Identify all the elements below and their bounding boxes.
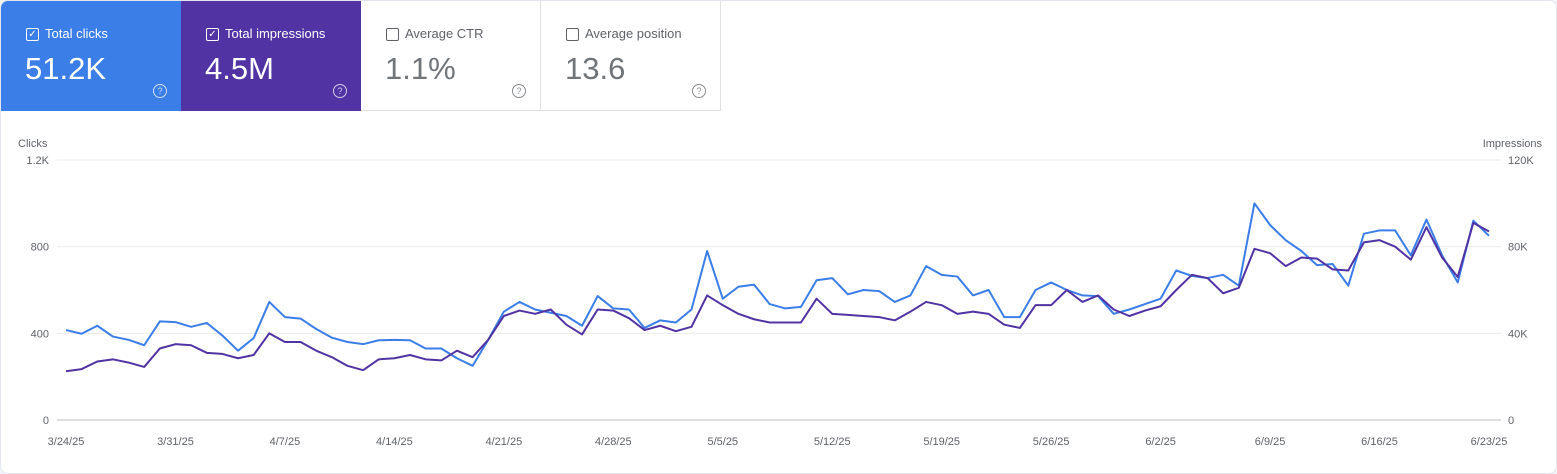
x-tick-label: 6/2/25 — [1145, 436, 1176, 448]
help-icon[interactable]: ? — [333, 84, 347, 98]
metric-tile-total-impressions[interactable]: ✓ Total impressions 4.5M ? — [181, 1, 361, 111]
left-tick-label: 0 — [43, 415, 49, 427]
right-tick-label: 80K — [1508, 242, 1528, 254]
x-tick-label: 5/19/25 — [923, 436, 960, 448]
x-tick-label: 5/12/25 — [814, 436, 851, 448]
metric-value: 4.5M — [205, 51, 274, 86]
help-icon[interactable]: ? — [153, 84, 167, 98]
metric-value: 51.2K — [25, 51, 107, 86]
help-icon[interactable]: ? — [692, 84, 706, 98]
x-tick-label: 3/31/25 — [157, 436, 194, 448]
x-tick-label: 6/23/25 — [1471, 436, 1508, 448]
x-tick-label: 6/16/25 — [1361, 436, 1398, 448]
metric-label: Average CTR — [405, 26, 484, 41]
metric-label: Average position — [585, 26, 682, 41]
x-tick-label: 3/24/25 — [48, 436, 85, 448]
left-tick-label: 400 — [31, 328, 49, 340]
x-tick-label: 4/14/25 — [376, 436, 413, 448]
x-tick-label: 5/5/25 — [707, 436, 738, 448]
series-line-clicks — [65, 202, 1490, 367]
x-tick-label: 4/7/25 — [270, 436, 301, 448]
checkbox-unchecked-icon[interactable] — [566, 28, 579, 41]
x-tick-label: 4/28/25 — [595, 436, 632, 448]
metric-tiles: ✓ Total clicks 51.2K ? ✓ Total impressio… — [1, 1, 721, 111]
checkbox-unchecked-icon[interactable] — [386, 28, 399, 41]
metric-label: Total impressions — [225, 26, 326, 41]
right-tick-label: 40K — [1508, 328, 1528, 340]
right-axis-title: Impressions — [1483, 138, 1543, 150]
right-tick-label: 120K — [1508, 155, 1534, 167]
right-tick-label: 0 — [1508, 415, 1514, 427]
metric-value: 1.1% — [385, 51, 456, 86]
metric-tile-total-clicks[interactable]: ✓ Total clicks 51.2K ? — [1, 1, 181, 111]
metric-label: Total clicks — [45, 26, 108, 41]
metric-tile-average-position[interactable]: Average position 13.6 ? — [541, 1, 721, 111]
left-tick-label: 800 — [31, 242, 49, 254]
x-tick-label: 4/21/25 — [485, 436, 522, 448]
x-tick-label: 6/9/25 — [1255, 436, 1286, 448]
metric-value: 13.6 — [565, 51, 626, 86]
left-tick-label: 1.2K — [26, 155, 49, 167]
series-line-impressions — [65, 221, 1490, 373]
x-tick-label: 5/26/25 — [1033, 436, 1070, 448]
metric-tile-average-ctr[interactable]: Average CTR 1.1% ? — [361, 1, 541, 111]
left-axis-title: Clicks — [18, 138, 48, 150]
help-icon[interactable]: ? — [512, 84, 526, 98]
checkbox-checked-icon[interactable]: ✓ — [26, 28, 39, 41]
checkbox-checked-icon[interactable]: ✓ — [206, 28, 219, 41]
